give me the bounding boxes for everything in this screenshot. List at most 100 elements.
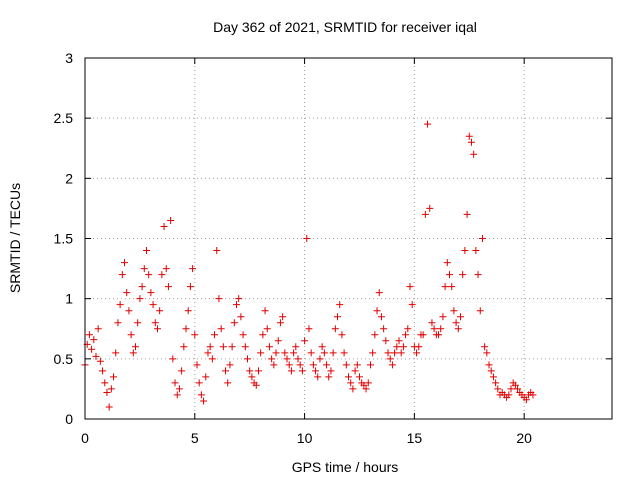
data-point [107, 385, 115, 393]
data-point [173, 391, 181, 399]
data-point [103, 389, 111, 397]
data-point [318, 343, 326, 351]
chart-title: Day 362 of 2021, SRMTID for receiver iqa… [213, 19, 477, 35]
data-point [415, 343, 423, 351]
y-tick-label: 0.5 [54, 351, 74, 367]
data-point [459, 271, 467, 279]
data-point [270, 361, 278, 369]
data-point [261, 307, 269, 315]
data-point [424, 120, 432, 128]
data-point [243, 355, 251, 363]
data-point [371, 331, 379, 339]
data-point [467, 138, 475, 146]
data-point [309, 361, 317, 369]
y-tick-label: 2 [65, 170, 73, 186]
data-point [151, 319, 159, 327]
data-point [474, 271, 482, 279]
data-point [386, 355, 394, 363]
data-point [406, 283, 414, 291]
data-point [452, 319, 460, 327]
data-point [435, 331, 443, 339]
data-point [263, 325, 271, 333]
data-point [175, 385, 183, 393]
data-point [213, 247, 221, 255]
data-point [167, 216, 175, 224]
data-point [340, 349, 348, 357]
data-point [85, 331, 93, 339]
data-point [312, 367, 320, 375]
data-point [265, 343, 273, 351]
data-point [233, 301, 241, 309]
data-point [252, 381, 260, 389]
data-point [393, 343, 401, 351]
data-point [399, 343, 407, 351]
data-point [489, 373, 497, 381]
x-tick-label: 5 [191, 430, 199, 446]
data-point [287, 367, 295, 375]
data-point [96, 357, 104, 365]
data-point [191, 331, 199, 339]
data-point [494, 385, 502, 393]
data-point [522, 396, 530, 404]
data-point [178, 367, 186, 375]
data-point [448, 283, 456, 291]
data-point [487, 367, 495, 375]
data-point [388, 361, 396, 369]
data-point [301, 337, 309, 345]
data-point [285, 361, 293, 369]
data-point [105, 403, 113, 411]
y-tick-label: 2.5 [54, 110, 74, 126]
data-point [127, 331, 135, 339]
data-point [140, 265, 148, 273]
data-point [404, 325, 412, 333]
data-point [345, 373, 352, 381]
data-point [331, 325, 339, 333]
data-point [382, 337, 390, 345]
data-point [529, 391, 537, 399]
data-point [219, 343, 227, 351]
data-point [283, 355, 291, 363]
data-point [164, 283, 172, 291]
data-point [347, 379, 355, 387]
data-point [485, 361, 493, 369]
data-point [200, 397, 208, 405]
data-point [257, 349, 265, 357]
y-axis-label: SRMTID / TECUs [7, 183, 23, 293]
data-point [380, 325, 388, 333]
data-point [158, 271, 166, 279]
data-point [373, 307, 381, 315]
data-point [450, 307, 458, 315]
data-point [443, 259, 451, 267]
data-point [202, 373, 210, 381]
data-point [355, 373, 363, 381]
data-point [160, 222, 168, 230]
data-point [186, 283, 194, 291]
data-point [463, 210, 471, 218]
x-tick-label: 15 [407, 430, 423, 446]
data-point [184, 307, 192, 315]
data-point [456, 313, 464, 321]
data-point [454, 325, 462, 333]
data-point [483, 349, 491, 357]
data-point [478, 235, 486, 242]
data-point [305, 325, 313, 333]
data-point [349, 385, 357, 393]
data-point [169, 355, 177, 363]
data-point [303, 235, 311, 242]
data-point [224, 379, 232, 387]
data-point [327, 367, 335, 375]
data-point [290, 349, 298, 357]
data-point [134, 319, 142, 327]
data-point [114, 319, 122, 327]
y-tick-label: 0 [65, 411, 73, 427]
data-point [110, 373, 118, 381]
x-tick-label: 20 [516, 430, 532, 446]
data-point [235, 295, 243, 303]
data-point [441, 283, 449, 291]
data-point [230, 319, 238, 327]
y-tick-label: 3 [65, 50, 73, 66]
data-point [259, 331, 267, 339]
data-point [334, 313, 342, 321]
data-point [395, 337, 403, 345]
